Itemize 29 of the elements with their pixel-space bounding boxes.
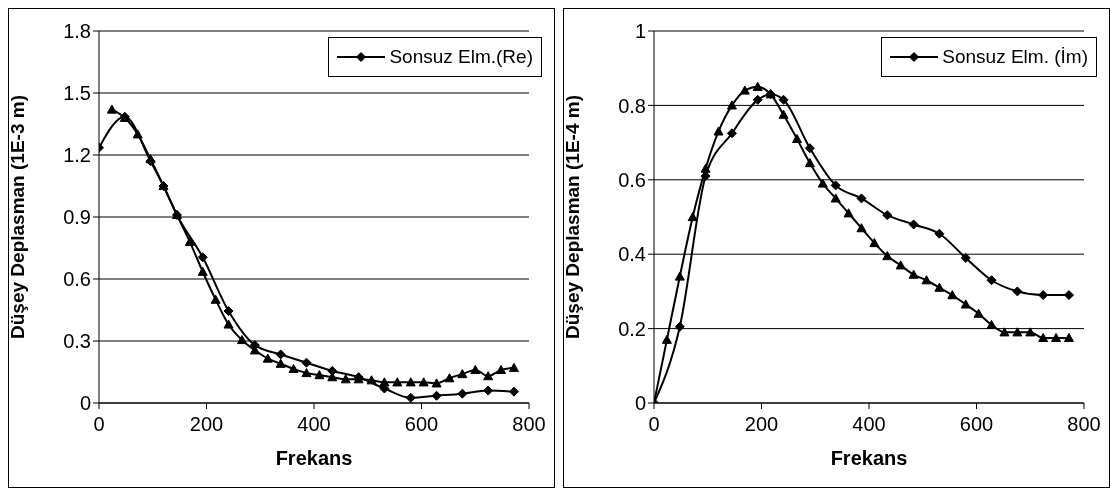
legend-label: Sonsuz Elm. (İm) (942, 45, 1088, 69)
x-tick-label: 200 (189, 413, 224, 436)
y-tick-label: 0.2 (618, 317, 646, 340)
y-tick-label: 1.5 (63, 82, 91, 105)
x-tick-label: 200 (744, 413, 779, 436)
y-tick-label: 1.2 (63, 144, 91, 167)
legend-label: Sonsuz Elm.(Re) (389, 45, 533, 69)
y-axis-title: Düşey Deplasman (1E-3 m) (6, 95, 28, 339)
y-tick-label: 0.3 (63, 330, 91, 353)
x-tick-label: 800 (512, 413, 546, 436)
y-tick-label: 0.6 (618, 168, 646, 191)
y-axis-title: Düşey Deplasman (1E-4 m) (561, 95, 583, 339)
y-tick-label: 0.8 (618, 94, 646, 117)
x-tick-label: 0 (648, 413, 660, 436)
x-tick-label: 400 (297, 413, 331, 436)
x-axis-title: Frekans (830, 447, 908, 469)
y-tick-label: 0 (634, 392, 646, 415)
y-tick-label: 0.9 (63, 206, 91, 229)
y-tick-label: 1 (634, 20, 646, 43)
x-tick-label: 400 (852, 413, 886, 436)
x-tick-label: 600 (404, 413, 439, 436)
y-tick-label: 0 (79, 392, 91, 415)
x-tick-label: 0 (93, 413, 105, 436)
x-tick-label: 600 (959, 413, 994, 436)
y-tick-label: 1.8 (63, 20, 91, 43)
x-tick-label: 800 (1067, 413, 1101, 436)
y-tick-label: 0.6 (63, 268, 91, 291)
y-tick-label: 0.4 (618, 243, 646, 266)
x-axis-title: Frekans (275, 447, 353, 469)
